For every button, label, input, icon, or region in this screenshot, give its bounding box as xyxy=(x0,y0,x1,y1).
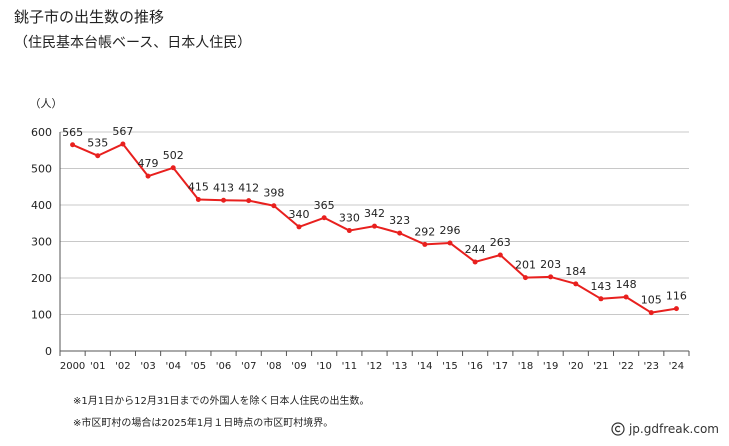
x-tick-label: '10 xyxy=(316,361,331,372)
data-point xyxy=(372,223,377,229)
data-label: 263 xyxy=(490,236,511,249)
data-point xyxy=(548,274,554,280)
y-tick-label: 200 xyxy=(31,272,52,285)
data-point xyxy=(271,203,277,209)
data-point xyxy=(145,173,151,179)
data-label: 365 xyxy=(314,199,335,212)
chart-title: 銚子市の出生数の推移 xyxy=(14,8,165,26)
x-tick-label: '20 xyxy=(568,361,583,372)
x-tick-label: '14 xyxy=(417,361,432,372)
data-label: 412 xyxy=(238,182,259,195)
x-tick-label: '13 xyxy=(392,361,407,372)
data-point xyxy=(120,141,126,147)
data-point xyxy=(195,197,201,203)
data-point xyxy=(472,259,478,265)
x-tick-label: '23 xyxy=(644,361,659,372)
x-tick-label: '17 xyxy=(493,361,508,372)
x-tick-label: '16 xyxy=(467,361,482,372)
data-label: 203 xyxy=(540,258,561,271)
y-tick-label: 100 xyxy=(31,309,52,322)
data-label: 116 xyxy=(666,290,687,303)
data-label: 413 xyxy=(213,181,234,194)
data-point xyxy=(573,281,579,287)
data-point xyxy=(623,294,629,300)
x-tick-label: '05 xyxy=(191,361,206,372)
data-point xyxy=(246,198,252,204)
chart-subtitle: （住民基本台帳ベース、日本人住民） xyxy=(14,35,252,51)
data-point xyxy=(522,275,528,281)
data-point xyxy=(296,224,302,230)
x-tick-label: '02 xyxy=(115,361,130,372)
data-label: 105 xyxy=(641,294,662,307)
data-point xyxy=(447,240,453,246)
x-tick-label: '09 xyxy=(291,361,306,372)
data-point xyxy=(673,306,679,312)
y-tick-label: 400 xyxy=(31,199,52,212)
footnote-2: ※市区町村の場合は2025年1月１日時点の市区町村境界。 xyxy=(73,418,334,429)
data-label: 342 xyxy=(364,207,385,220)
x-tick-label: '22 xyxy=(618,361,633,372)
data-label: 292 xyxy=(414,225,435,238)
data-point xyxy=(95,153,101,159)
data-label: 323 xyxy=(389,214,410,227)
y-tick-label: 0 xyxy=(45,345,52,358)
data-point xyxy=(346,228,352,234)
data-label: 565 xyxy=(62,126,83,139)
x-tick-label: '04 xyxy=(165,361,180,372)
data-label: 567 xyxy=(112,125,133,138)
data-label: 148 xyxy=(616,278,637,291)
copyright-icon xyxy=(611,422,625,436)
credit-text: jp.gdfreak.com xyxy=(628,422,719,436)
y-tick-label: 300 xyxy=(31,236,52,249)
x-tick-label: '01 xyxy=(90,361,105,372)
data-label: 398 xyxy=(263,187,284,200)
x-tick-label: '15 xyxy=(442,361,457,372)
x-tick-label: '08 xyxy=(266,361,281,372)
x-tick-label: '03 xyxy=(140,361,155,372)
data-point xyxy=(170,165,176,171)
data-point xyxy=(648,310,654,316)
x-tick-label: '07 xyxy=(241,361,256,372)
data-label: 201 xyxy=(515,259,536,272)
x-tick-label: '24 xyxy=(669,361,684,372)
data-label: 296 xyxy=(439,224,460,237)
data-label: 184 xyxy=(565,265,586,278)
x-tick-label: '19 xyxy=(543,361,558,372)
y-axis-label: （人） xyxy=(30,97,63,110)
data-point xyxy=(397,230,403,236)
x-tick-label: '18 xyxy=(518,361,533,372)
y-tick-label: 600 xyxy=(31,126,52,139)
data-point xyxy=(422,241,428,247)
x-tick-label: '21 xyxy=(593,361,608,372)
data-label: 330 xyxy=(339,212,360,225)
data-label: 535 xyxy=(87,137,108,150)
data-label: 143 xyxy=(590,280,611,293)
data-label: 415 xyxy=(188,181,209,194)
data-point xyxy=(70,142,76,148)
x-tick-label: '11 xyxy=(342,361,357,372)
x-tick-label: '12 xyxy=(367,361,382,372)
data-label: 244 xyxy=(465,243,486,256)
data-label: 479 xyxy=(138,157,159,170)
data-label: 502 xyxy=(163,149,184,162)
footnote-1: ※1月1日から12月31日までの外国人を除く日本人住民の出生数。 xyxy=(73,396,370,407)
x-tick-label: '06 xyxy=(216,361,231,372)
x-tick-label: 2000 xyxy=(60,361,85,372)
y-tick-label: 500 xyxy=(31,163,52,176)
data-label: 340 xyxy=(289,208,310,221)
data-point xyxy=(221,197,227,203)
data-point xyxy=(598,296,604,302)
data-point xyxy=(321,215,327,221)
data-point xyxy=(497,252,503,258)
credit: jp.gdfreak.com xyxy=(611,422,719,436)
